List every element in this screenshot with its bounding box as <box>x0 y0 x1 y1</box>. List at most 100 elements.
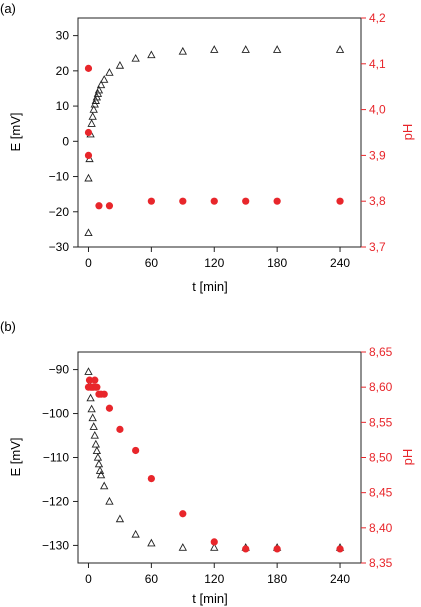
e-point <box>89 105 98 113</box>
ph-point <box>210 197 218 205</box>
left-axis-title-a: E [mV] <box>8 112 23 151</box>
ph-point <box>273 545 281 553</box>
right-tick-label: 8,40 <box>369 521 393 535</box>
e-point <box>91 439 100 448</box>
e-point <box>94 459 104 468</box>
x-tick-label: 60 <box>145 572 159 586</box>
panel-label-b: (b) <box>0 319 16 334</box>
e-point <box>100 75 109 83</box>
e-point <box>178 46 187 55</box>
e-point <box>272 45 282 53</box>
x-tick-label: 240 <box>330 572 350 586</box>
x-tick-label: 120 <box>204 256 224 270</box>
left-tick-label: −20 <box>49 205 70 219</box>
right-axis-title-b: pH <box>400 449 415 466</box>
right-tick-label: 8,45 <box>369 486 393 500</box>
right-axis-a: 3,7 3,8 3,9 4,0 4,1 4,2 <box>361 11 386 254</box>
e-point <box>131 529 140 538</box>
left-tick-label: −120 <box>42 494 69 508</box>
e-point <box>131 53 140 62</box>
plot-area-b <box>84 367 345 553</box>
left-tick-label: 10 <box>56 99 70 113</box>
right-tick-label: 3,7 <box>369 240 386 254</box>
ph-point <box>210 538 218 546</box>
e-point <box>147 538 156 547</box>
right-tick-label: 3,9 <box>369 148 386 162</box>
e-point <box>241 45 250 53</box>
e-point <box>88 413 97 422</box>
ph-point <box>242 545 250 553</box>
left-axis-title-b: E [mV] <box>8 437 23 476</box>
left-tick-label: −30 <box>49 240 70 254</box>
right-axis-b: 8,35 8,40 8,45 8,50 8,55 8,60 8,65 <box>361 345 393 570</box>
e-point <box>210 45 219 53</box>
e-point <box>87 119 96 127</box>
right-tick-label: 4,0 <box>369 103 386 117</box>
x-axis-title-b: t [min] <box>192 591 227 606</box>
x-tick-label: 120 <box>204 572 224 586</box>
e-point <box>92 446 102 455</box>
ph-point <box>116 425 124 433</box>
panel-label-a: (a) <box>0 1 16 16</box>
left-axis-b: −130 −120 −110 −100 −90 <box>42 363 78 552</box>
e-point <box>89 422 98 430</box>
e-point <box>115 61 125 69</box>
left-tick-label: −90 <box>49 363 70 377</box>
x-tick-label: 60 <box>145 256 159 270</box>
ph-point <box>242 197 250 205</box>
ph-point <box>91 376 99 384</box>
panel-a: (a) 0 60 120 180 240 −30 −20 −10 0 10 20 30 3,7 3,8… <box>0 1 415 294</box>
e-point <box>115 514 125 523</box>
e-point <box>84 367 93 375</box>
e-point <box>147 50 156 59</box>
x-axis-title-a: t [min] <box>192 279 227 294</box>
e-point <box>93 452 103 461</box>
ph-point <box>84 128 93 137</box>
ph-point <box>100 390 108 398</box>
ph-point <box>95 202 103 210</box>
right-tick-label: 4,1 <box>369 57 386 71</box>
ph-point <box>179 197 187 205</box>
ph-point <box>84 151 93 159</box>
right-tick-label: 8,35 <box>369 556 393 570</box>
plot-area-a <box>84 45 345 237</box>
left-tick-label: 20 <box>56 64 70 78</box>
right-tick-label: 8,50 <box>369 451 393 465</box>
ph-point <box>84 64 93 72</box>
right-axis-title-a: pH <box>400 124 415 141</box>
left-tick-label: 30 <box>56 29 70 43</box>
ph-point <box>336 545 344 553</box>
left-tick-label: 0 <box>62 134 69 148</box>
e-point <box>335 45 345 53</box>
right-tick-label: 8,65 <box>369 345 393 359</box>
e-point <box>96 80 106 89</box>
e-point <box>90 430 99 439</box>
left-tick-label: −110 <box>43 451 69 465</box>
x-tick-label: 0 <box>85 256 92 270</box>
x-tick-label: 180 <box>267 256 287 270</box>
left-tick-label: −100 <box>42 407 69 421</box>
e-point <box>100 481 109 490</box>
right-tick-label: 3,8 <box>369 194 386 208</box>
ph-point <box>132 446 140 455</box>
ph-point <box>85 376 94 384</box>
e-point <box>105 496 114 505</box>
e-point <box>84 173 93 182</box>
right-tick-label: 4,2 <box>369 11 386 25</box>
left-tick-label: −10 <box>49 170 70 184</box>
x-tick-label: 180 <box>267 572 287 586</box>
ph-point <box>147 475 155 483</box>
e-point <box>84 228 93 237</box>
e-point <box>178 543 187 551</box>
right-tick-label: 8,55 <box>369 415 393 429</box>
e-point <box>86 393 95 402</box>
x-axis-b: 0 60 120 180 240 <box>85 563 350 586</box>
panel-b: (b) 0 60 120 180 240 −130 −120 −110 −100 −90 8,3… <box>0 319 415 606</box>
e-point <box>96 470 106 479</box>
ph-point <box>336 197 344 205</box>
e-point <box>105 68 114 76</box>
x-axis-a: 0 60 120 180 240 <box>85 247 350 270</box>
ph-point <box>105 404 114 412</box>
ph-point <box>179 510 187 518</box>
